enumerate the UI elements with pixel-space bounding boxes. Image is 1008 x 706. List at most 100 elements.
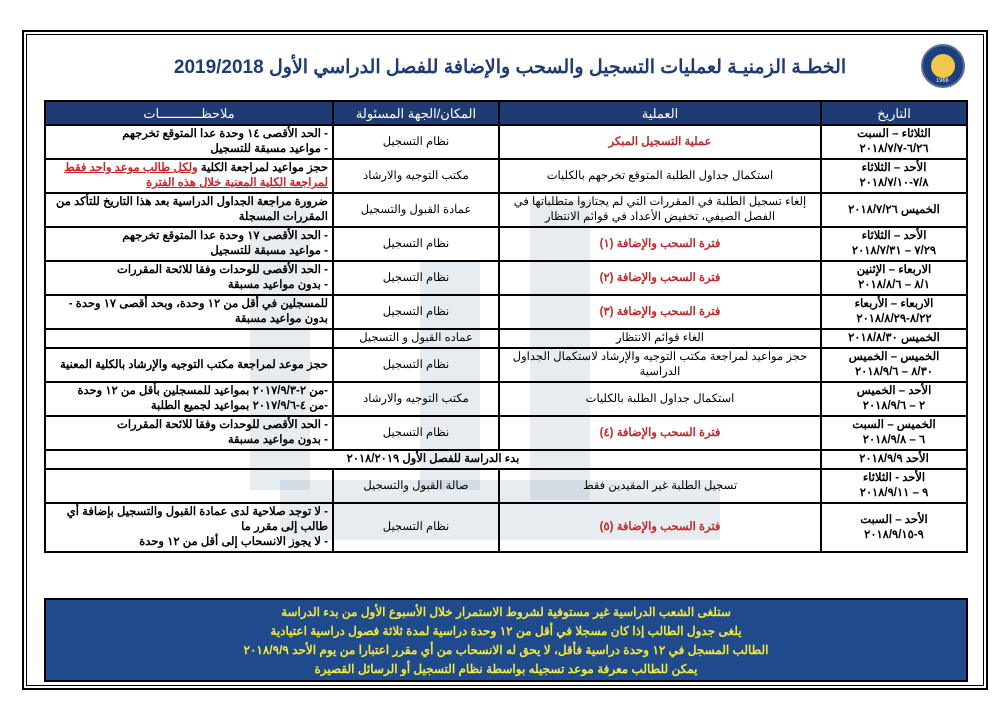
date-line: ٨/٣٠ – ٢٠١٨/٩/٦ <box>855 366 933 378</box>
place-cell: عمادة القبول والتسجيل <box>332 192 500 228</box>
operation-cell: فترة السحب والإضافة (٥) <box>498 502 822 553</box>
page-border-inner <box>26 34 984 686</box>
date-cell: الأحد – الخميس ٢ – ٢٠١٨/٩/٦ <box>820 381 968 417</box>
table-header-row: التاريخ العملية المكان/الجهة المسئولة مل… <box>44 100 968 126</box>
place-cell: نظام التسجيل <box>332 294 500 330</box>
note-line: - لا توجد صلاحية لدى عمادة القبول والتسج… <box>66 506 328 533</box>
date-cell: الاربعاء – الأربعاء ٨/٢٢-٢٠١٨/٨/٢٩ <box>820 294 968 330</box>
operation-cell: فترة السحب والإضافة (٤) <box>498 415 822 451</box>
date-line: ٧/٨-٢٠١٨/٧/١٠ <box>859 177 929 189</box>
table-row: الأحد ٢٠١٨/٩/٩ بدء الدراسة للفصل الأول ٢٠… <box>44 449 968 470</box>
operation-cell: فترة السحب والإضافة (٢) <box>498 260 822 296</box>
date-line: ٨/١ – ٢٠١٨/٨/٦ <box>858 279 930 291</box>
place-cell: نظام التسجيل <box>332 502 500 553</box>
note-line: - الحد الأقصى للوحدات وفقا للائحة المقرر… <box>117 419 328 431</box>
date-cell: الخميس – الخميس ٨/٣٠ – ٢٠١٨/٩/٦ <box>820 347 968 383</box>
notes-cell: - الحد الأقصى ١٧ وحدة عدا المتوقع تخرجهم… <box>44 226 334 262</box>
place-cell: نظام التسجيل <box>332 347 500 383</box>
date-line: الاربعاء – الإثنين <box>856 264 932 276</box>
header-notes: ملاحظـــــــــــات <box>44 100 334 126</box>
date-line: الخميس ٢٠١٨/٨/٣٠ <box>848 332 940 344</box>
operation-cell: استكمال جداول الطلبة المتوقع تخرجهم بالك… <box>498 158 822 194</box>
header-date: التاريخ <box>820 100 968 126</box>
operation-cell: الغاء قوائم الانتظار <box>498 328 822 349</box>
notes-cell: - الحد الأقصى للوحدات وفقا للائحة المقرر… <box>44 260 334 296</box>
date-cell: الخميس ٢٠١٨/٧/٢٦ <box>820 192 968 228</box>
date-line: ٩ – ٢٠١٨/٩/١١ <box>859 487 929 499</box>
date-line: ٧/٢٩ – ٢٠١٨/٧/٣١ <box>851 245 937 257</box>
date-line: ٦ – ٢٠١٨/٩/٨ <box>862 434 926 446</box>
table-row: الخميس ٢٠١٨/٨/٣٠ الغاء قوائم الانتظار عماد… <box>44 328 968 349</box>
notes-cell: - الحد الأقصى للوحدات وفقا للائحة المقرر… <box>44 415 334 451</box>
date-line: الثلاثاء – السبت <box>857 128 931 140</box>
notes-cell: - الحد الأقصى ١٤ وحدة عدا المتوقع تخرجهم… <box>44 124 334 160</box>
note-line: ضرورة مراجعة الجداول الدراسية بعد هذا ال… <box>56 196 328 223</box>
table-row: الأحد – الخميس ٢ – ٢٠١٨/٩/٦ استكمال جداول … <box>44 381 968 417</box>
date-cell: الأحد – الثلاثاء ٧/٨-٢٠١٨/٧/١٠ <box>820 158 968 194</box>
note-line: -من ٢-٢٠١٧/٩/٣ بمواعيد للمسجلين بأقل من … <box>77 385 328 397</box>
place-cell: صالة القبول والتسجيل <box>332 468 500 504</box>
notes-cell: حجز مواعيد لمراجعة الكلية ولكل طالب موعد… <box>44 158 334 194</box>
place-cell: عماده القبول و التسجيل <box>332 328 500 349</box>
place-cell: نظام التسجيل <box>332 124 500 160</box>
schedule-table: التاريخ العملية المكان/الجهة المسئولة مل… <box>44 100 968 553</box>
operation-cell: حجز مواعيد لمراجعة مكتب التوجيه والإرشاد… <box>498 347 822 383</box>
header-operation: العملية <box>498 100 822 126</box>
note-line: - مواعيد مسبقة للتسجيل <box>210 143 328 155</box>
operation-cell: إلغاء تسجيل الطلبة في المقررات التي لم ي… <box>498 192 822 228</box>
date-line: الخميس – الخميس <box>848 351 940 363</box>
date-line: الأحد ٢٠١٨/٩/٩ <box>859 453 929 465</box>
page-border <box>22 30 988 690</box>
date-line: الخميس – السبت <box>852 419 936 431</box>
date-cell: الخميس ٢٠١٨/٨/٣٠ <box>820 328 968 349</box>
operation-cell: استكمال جداول الطلبة بالكليات <box>498 381 822 417</box>
notes-cell <box>44 328 334 349</box>
note-line: حجز موعد لمراجعة مكتب التوجيه والإرشاد ب… <box>59 358 328 371</box>
notes-cell: للمسجلين في أقل من ١٢ وحدة، وبحد أقصى ١٧… <box>44 294 334 330</box>
place-cell: مكتب التوجيه والارشاد <box>332 381 500 417</box>
date-line: الأحد – الثلاثاء <box>861 230 927 242</box>
note-line: - الحد الأقصى للوحدات وفقا للائحة المقرر… <box>117 264 328 276</box>
operation-cell: فترة السحب والإضافة (١) <box>498 226 822 262</box>
place-cell: نظام التسجيل <box>332 260 500 296</box>
table-row: الأحد – الثلاثاء ٧/٨-٢٠١٨/٧/١٠ استكمال جدا… <box>44 158 968 194</box>
table-row: الأحد – السبت ٩-٢٠١٨/٩/١٥ فترة السحب والإض… <box>44 502 968 553</box>
date-cell: الثلاثاء – السبت ٦/٢٦-٢٠١٨/٧/٧ <box>820 124 968 160</box>
note-line: - لا يجوز الانسحاب إلى أقل من ١٢ وحدة <box>139 536 328 548</box>
date-cell: الأحد ٢٠١٨/٩/٩ <box>820 449 968 470</box>
notes-cell: - لا توجد صلاحية لدى عمادة القبول والتسج… <box>44 502 334 553</box>
note-line: - بدون مواعيد مسبقة <box>227 434 328 446</box>
note-line: بدون مواعيد مسبقة <box>234 313 328 325</box>
operation-cell: تسجيل الطلبة غير المقيدين فقط <box>498 468 822 504</box>
table-row: الأحد - الثلاثاء ٩ – ٢٠١٨/٩/١١ تسجيل الطلب… <box>44 468 968 504</box>
date-line: الأحد - الثلاثاء <box>862 472 926 484</box>
note-line: - الحد الأقصى ١٤ وحدة عدا المتوقع تخرجهم <box>122 128 328 140</box>
date-cell: الخميس – السبت ٦ – ٢٠١٨/٩/٨ <box>820 415 968 451</box>
footer-line: يلغى جدول الطالب إذا كان مسجلا في أقل من… <box>270 624 742 638</box>
note-line: - مواعيد مسبقة للتسجيل <box>210 245 328 257</box>
date-line: ٦/٢٦-٢٠١٨/٧/٧ <box>859 143 929 155</box>
date-line: الأحد – الخميس <box>856 385 932 397</box>
note-line: حجز مواعيد لمراجعة الكلية <box>200 162 328 174</box>
place-cell: مكتب التوجيه والارشاد <box>332 158 500 194</box>
table-row: الخميس – السبت ٦ – ٢٠١٨/٩/٨ فترة السحب وال… <box>44 415 968 451</box>
date-cell: الأحد – السبت ٩-٢٠١٨/٩/١٥ <box>820 502 968 553</box>
span-cell: بدء الدراسة للفصل الأول ٢٠١٨/٢٠١٩ <box>44 449 822 470</box>
operation-cell: عملية التسجيل المبكر <box>498 124 822 160</box>
date-cell: الأحد - الثلاثاء ٩ – ٢٠١٨/٩/١١ <box>820 468 968 504</box>
date-line: ٢ – ٢٠١٨/٩/٦ <box>862 400 926 412</box>
table-row: الأحد – الثلاثاء ٧/٢٩ – ٢٠١٨/٧/٣١ فترة الس… <box>44 226 968 262</box>
note-line: - بدون مواعيد مسبقة <box>227 279 328 291</box>
date-line: الأحد – الثلاثاء <box>861 162 927 174</box>
note-line: للمسجلين في أقل من ١٢ وحدة، وبحد أقصى ١٧… <box>68 298 328 310</box>
footer-line: الطالب المسجل في ١٢ وحدة دراسية فأقل، لا… <box>243 643 769 657</box>
date-line: الاربعاء – الأربعاء <box>854 298 934 310</box>
footer-line: ستلغى الشعب الدراسية غير مستوفية لشروط ا… <box>281 605 731 619</box>
date-line: ٨/٢٢-٢٠١٨/٨/٢٩ <box>856 313 932 325</box>
note-highlight: ولكل طالب موعد واحد فقط لمراجعة الكلية ا… <box>64 162 328 189</box>
table-row: الخميس ٢٠١٨/٧/٢٦ إلغاء تسجيل الطلبة في ال… <box>44 192 968 228</box>
date-cell: الاربعاء – الإثنين ٨/١ – ٢٠١٨/٨/٦ <box>820 260 968 296</box>
notes-cell: حجز موعد لمراجعة مكتب التوجيه والإرشاد ب… <box>44 347 334 383</box>
notes-cell: ضرورة مراجعة الجداول الدراسية بعد هذا ال… <box>44 192 334 228</box>
table-row: الثلاثاء – السبت ٦/٢٦-٢٠١٨/٧/٧ عملية التسج… <box>44 124 968 160</box>
